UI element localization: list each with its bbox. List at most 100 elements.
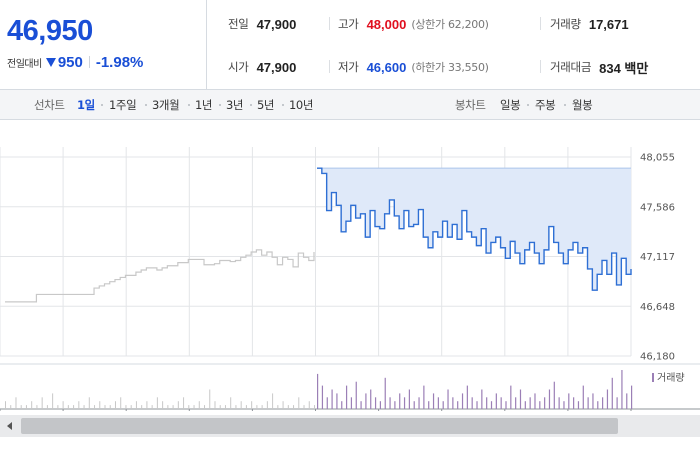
volume-bar [413,401,415,409]
volume-bar [515,397,517,409]
today-price-fill [317,168,631,291]
volume-bar [539,401,541,409]
price-change-row: 전일대비 950 -1.98% [7,54,143,71]
volume-bar [120,397,122,409]
volume-bar [563,401,565,409]
volume-bar [606,389,609,409]
volume-bar [73,405,75,409]
price-chart-svg: 48,055 47,586 47,117 46,648 46,180 거래량 [0,147,700,411]
volume-bar [452,397,454,409]
dot-separator [282,104,284,106]
volume-bar [46,405,48,409]
stat-label: 전일 [228,17,249,31]
volume-bar [282,401,284,409]
volume-bar [235,405,237,409]
period-5y-tab[interactable]: 5년 [257,98,275,112]
divider [329,17,330,30]
candle-weekly-tab[interactable]: 주봉 [535,98,556,112]
stat-label: 시가 [228,60,249,74]
volume-bar [177,401,179,409]
volume-bar [130,405,132,409]
volume-bar [432,393,435,409]
volume-bar [219,405,221,409]
volume-bar [336,393,338,409]
volume-bar [374,397,377,409]
y-tick-label: 47,117 [640,252,675,263]
stat-value: 48,000 [366,16,407,32]
volume-bar [476,401,478,409]
volume-bar [389,397,391,409]
volume-bar [183,397,185,409]
stat-low: 저가 46,600 (하한가 33,550) [338,59,489,75]
stat-label: 거래량 [550,17,581,31]
stat-label: 저가 [338,60,359,74]
volume-bar [331,389,333,409]
volume-bar [99,401,101,409]
volume-bar [151,405,153,409]
volume-bar [209,389,211,409]
scroll-left-button[interactable] [2,418,16,434]
lower-limit-text: (하한가 33,550) [411,61,489,74]
divider [329,60,330,73]
volume-bar [403,397,406,409]
down-arrow-icon [45,57,56,67]
stat-value: 834 백만 [599,60,649,76]
stat-value: 47,900 [256,16,297,32]
stat-volume: 거래량 17,671 [550,16,629,32]
volume-bar [230,397,232,409]
volume-bar [214,401,216,409]
stat-value: 17,671 [588,16,629,32]
volume-bar [36,405,38,409]
upper-limit-text: (상한가 62,200) [411,18,489,31]
volume-bar [193,405,195,409]
volume-bar [370,389,372,409]
volume-bar [303,405,305,409]
price-chart[interactable]: 48,055 47,586 47,117 46,648 46,180 거래량 [0,121,700,411]
volume-bar [365,393,367,409]
volume-bar [204,405,206,409]
divider [88,56,90,68]
period-1w-tab[interactable]: 1주일 [109,98,137,112]
volume-bar [156,397,158,409]
candle-daily-tab[interactable]: 일봉 [500,98,521,112]
volume-bar [602,397,604,409]
volume-bar [558,397,560,409]
volume-bar [355,381,357,409]
divider [540,60,541,73]
divider [540,17,541,30]
today-price-line [317,167,632,291]
volume-bar [293,405,295,409]
volume-bar [321,385,324,409]
volume-bar [162,401,164,409]
volume-bar [15,397,17,409]
volume-bar [621,370,623,409]
volume-bar [428,401,430,409]
volume-legend-swatch [652,373,654,382]
volume-bar [616,397,618,409]
current-price: 46,950 [7,15,93,47]
volume-bar [519,389,522,409]
volume-bar [317,373,319,409]
period-1y-tab[interactable]: 1년 [195,98,213,112]
dot-separator [219,104,221,106]
period-10y-tab[interactable]: 10년 [289,98,314,112]
volume-bar [481,389,483,409]
volume-bar [592,393,594,409]
volume-bar [577,401,580,409]
volume-bar [437,397,439,409]
period-1d-tab[interactable]: 1일 [77,98,95,112]
current-price-box: 46,950 전일대비 950 -1.98% [0,0,207,90]
volume-bar [341,401,343,409]
chart-scrollbar[interactable] [0,415,700,437]
volume-bar [224,405,226,409]
period-3y-tab[interactable]: 3년 [226,98,244,112]
y-tick-label: 48,055 [640,153,675,164]
volume-bar [461,393,464,409]
candle-monthly-tab[interactable]: 월봉 [572,98,593,112]
scroll-thumb[interactable] [21,418,618,434]
period-3m-tab[interactable]: 3개월 [152,98,180,112]
volume-bar [510,385,512,409]
volume-bar [41,397,43,409]
volume-bar [408,389,410,409]
volume-bar [423,385,425,409]
